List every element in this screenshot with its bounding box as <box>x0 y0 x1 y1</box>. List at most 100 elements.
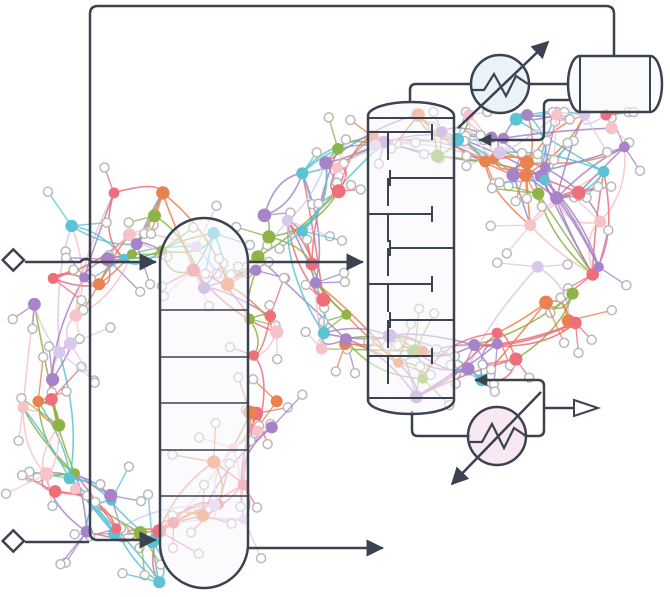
network-leaf-node <box>345 114 356 126</box>
network-leaf-node <box>345 179 357 191</box>
network-edge <box>269 277 285 317</box>
network-leaf-node <box>339 276 351 288</box>
column-tray <box>368 348 433 364</box>
network-leaf-node <box>90 496 101 508</box>
network-leaf-node <box>144 278 156 290</box>
network-node <box>317 327 330 340</box>
network-node <box>270 395 283 408</box>
product-outlet[interactable] <box>573 398 602 418</box>
condenser[interactable] <box>457 40 550 129</box>
network-leaf-node <box>461 150 472 162</box>
network-node <box>252 425 264 437</box>
network-node <box>586 268 599 281</box>
network-edge <box>545 302 565 344</box>
network-leaf-node <box>564 114 576 125</box>
network-leaf-node <box>336 235 348 246</box>
network-leaf-node <box>37 351 49 363</box>
network-node <box>65 219 78 233</box>
network-leaf-node <box>330 366 342 377</box>
network-edge <box>37 356 44 402</box>
reboiler[interactable] <box>450 391 542 486</box>
network-node <box>594 215 607 228</box>
network-node <box>315 343 328 355</box>
reflux-drum[interactable] <box>566 54 664 114</box>
network-leaf-node <box>494 177 505 188</box>
network-node <box>550 191 564 205</box>
network-leaf-node <box>123 217 134 228</box>
network-edge <box>544 121 556 168</box>
network-edge <box>496 332 511 366</box>
network-leaf-node <box>262 438 273 450</box>
network-edge <box>37 400 71 479</box>
network-leaf-node <box>558 337 570 349</box>
network-edge <box>493 343 498 385</box>
network-node <box>519 168 532 182</box>
network-leaf-node <box>55 558 66 570</box>
network-node <box>100 252 115 267</box>
network-leaf-node <box>271 353 283 365</box>
network-edge <box>5 473 47 495</box>
network-edge <box>583 114 608 153</box>
network-node <box>539 174 550 186</box>
network-edge <box>71 225 137 246</box>
network-node <box>521 109 534 121</box>
network-edge <box>51 277 85 380</box>
feed-valve-bottom[interactable] <box>0 528 26 554</box>
network-node <box>39 467 54 481</box>
network-leaf-node <box>301 234 313 245</box>
network-leaf-node <box>78 304 89 316</box>
network-edge <box>598 230 609 268</box>
column-tray <box>389 240 454 256</box>
network-edge <box>515 293 574 360</box>
column-bottoms-line <box>410 410 472 438</box>
network-leaf-node <box>313 198 324 209</box>
network-leaf-node <box>13 435 24 447</box>
network-leaf-node <box>117 568 128 579</box>
network-node <box>497 132 509 144</box>
network-node <box>153 576 166 589</box>
network-leaf-node <box>282 402 294 413</box>
network-node <box>491 338 503 350</box>
network-leaf-node <box>43 341 55 352</box>
network-leaf-node <box>95 478 106 490</box>
network-node <box>296 167 309 180</box>
network-node <box>468 339 481 351</box>
network-node <box>122 228 136 242</box>
reactor-vessel[interactable] <box>158 216 250 590</box>
network-edge <box>599 146 626 223</box>
network-leaf-node <box>311 147 322 158</box>
network-leaf-node <box>621 280 632 291</box>
network-leaf-node <box>634 165 646 176</box>
feed-valve-top[interactable] <box>0 247 26 273</box>
network-leaf-node <box>516 147 528 159</box>
network-node <box>331 162 343 174</box>
tray-column-icon <box>366 100 456 416</box>
network-node <box>316 292 331 307</box>
network-node <box>539 295 553 310</box>
distillation-column[interactable] <box>366 100 456 416</box>
network-leaf-node <box>486 183 498 194</box>
network-node <box>569 316 582 330</box>
network-leaf-node <box>251 502 263 513</box>
network-leaf-node <box>0 488 12 499</box>
network-node <box>257 208 272 223</box>
network-node <box>264 310 277 322</box>
network-leaf-node <box>573 347 584 359</box>
network-node <box>571 185 586 200</box>
network-leaf-node <box>123 461 135 472</box>
network-edge <box>107 192 125 260</box>
network-node <box>509 112 523 126</box>
open-triangle-arrow-icon <box>573 398 602 418</box>
network-leaf-node <box>105 322 116 333</box>
network-node <box>340 333 352 346</box>
network-leaf-node <box>521 193 533 204</box>
network-leaf-node <box>548 154 560 166</box>
reactor-trays <box>160 309 248 497</box>
network-node <box>251 250 265 264</box>
network-node <box>63 472 76 485</box>
network-leaf-node <box>27 323 38 335</box>
network-leaf-node <box>592 181 604 193</box>
column-tray <box>368 124 433 140</box>
network-leaf-node <box>47 500 58 512</box>
column-tray <box>389 170 454 186</box>
